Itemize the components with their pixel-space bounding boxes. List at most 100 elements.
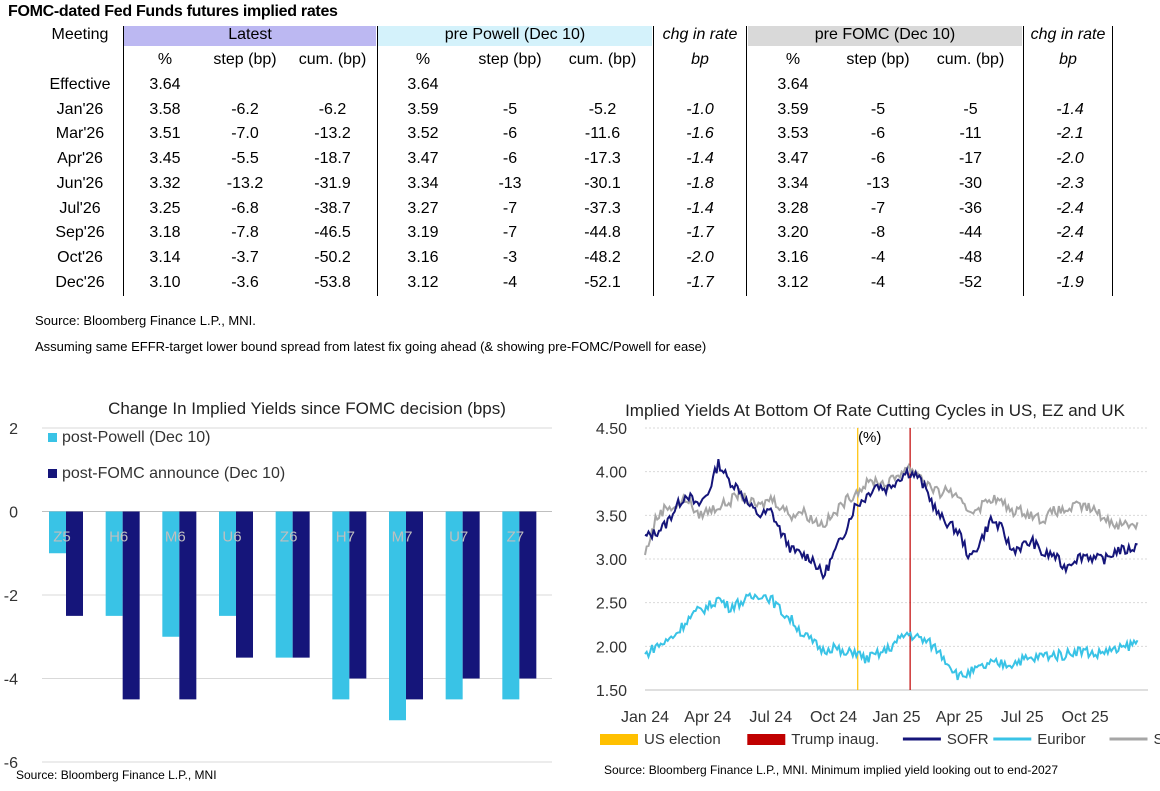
table-separator (1023, 26, 1024, 296)
bar-category-label: M7 (392, 529, 413, 546)
table-cell-f-cum: -30 (928, 175, 1013, 193)
group-pre-fomc: pre FOMC (Dec 10) (748, 26, 1022, 46)
table-separator (123, 26, 124, 296)
group-chg-fomc: chg in rate (1025, 26, 1111, 44)
table-cell-f-chg: -2.4 (1030, 200, 1110, 218)
table-cell-l-cum: -13.2 (290, 125, 375, 143)
table-cell-p-chg: -1.8 (660, 175, 740, 193)
table-cell-p-pct: 3.52 (398, 125, 448, 143)
table-cell-f-cum: -48 (928, 249, 1013, 267)
table-assumption-note: Assuming same EFFR-target lower bound sp… (35, 339, 706, 354)
table-source-note: Source: Bloomberg Finance L.P., MNI. (35, 313, 256, 328)
table-cell-f-pct: 3.12 (768, 274, 818, 292)
table-cell-p-step: -6 (470, 125, 550, 143)
table-cell-p-cum: -5.2 (560, 101, 645, 119)
sub-step-powell: step (bp) (470, 51, 550, 69)
line-x-tick-label: Jul 25 (1001, 709, 1044, 726)
table-cell-l-pct: 3.10 (140, 274, 190, 292)
table-cell-p-step: -13 (470, 175, 550, 193)
table-cell-f-cum: -5 (928, 101, 1013, 119)
table-cell-f-step: -5 (838, 101, 918, 119)
line-chart-title: Implied Yields At Bottom Of Rate Cutting… (625, 401, 1125, 420)
line-legend-label: SOFR (947, 731, 989, 748)
table-cell-f-pct: 3.53 (768, 125, 818, 143)
table-cell-p-pct: 3.47 (398, 150, 448, 168)
table-cell-p-cum: -37.3 (560, 200, 645, 218)
table-cell-f-step: -4 (838, 274, 918, 292)
line-x-tick-label: Oct 24 (810, 709, 857, 726)
table-cell-p-pct: 3.34 (398, 175, 448, 193)
bar-post-powell (106, 512, 123, 616)
table-cell-f-chg: -2.1 (1030, 125, 1110, 143)
bar-chart-title: Change In Implied Yields since FOMC deci… (108, 399, 506, 418)
bar-y-tick-label: -2 (4, 588, 18, 605)
bar-category-label: U7 (449, 529, 468, 546)
table-cell-l-pct: 3.64 (140, 76, 190, 94)
line-legend-label: US election (644, 731, 721, 748)
table-separator (377, 26, 378, 296)
table-cell-p-step: -7 (470, 200, 550, 218)
bar-category-label: Z7 (507, 529, 525, 546)
table-cell-l-step: -7.8 (205, 224, 285, 242)
group-latest: Latest (124, 26, 376, 46)
sub-cum-latest: cum. (bp) (290, 51, 375, 69)
bar-category-label: Z6 (280, 529, 298, 546)
table-cell-f-cum: -52 (928, 274, 1013, 292)
line-chart: Implied Yields At Bottom Of Rate Cutting… (590, 390, 1160, 786)
table-cell-l-cum: -53.8 (290, 274, 375, 292)
table-cell-p-cum: -17.3 (560, 150, 645, 168)
table-cell-l-step: -3.6 (205, 274, 285, 292)
line-legend-label: Trump inaug. (791, 731, 879, 748)
table-cell-m: Mar'26 (40, 125, 120, 143)
table-cell-p-step: -7 (470, 224, 550, 242)
table-cell-p-pct: 3.59 (398, 101, 448, 119)
table-cell-f-chg: -2.0 (1030, 150, 1110, 168)
fomc-rates-table: FOMC-dated Fed Funds futures implied rat… (0, 0, 1160, 300)
sub-pct-latest: % (140, 51, 190, 69)
sub-bp-fomc: bp (1048, 51, 1088, 69)
table-cell-l-pct: 3.18 (140, 224, 190, 242)
table-cell-p-chg: -1.4 (660, 200, 740, 218)
table-cell-l-cum: -6.2 (290, 101, 375, 119)
table-cell-f-pct: 3.28 (768, 200, 818, 218)
table-cell-p-pct: 3.19 (398, 224, 448, 242)
table-cell-p-chg: -1.4 (660, 150, 740, 168)
table-cell-p-step: -6 (470, 150, 550, 168)
table-cell-m: Effective (40, 76, 120, 94)
table-cell-p-pct: 3.27 (398, 200, 448, 218)
table-cell-f-cum: -36 (928, 200, 1013, 218)
line-unit-label: (%) (858, 429, 881, 446)
sub-pct-powell: % (398, 51, 448, 69)
series-line-euribor (645, 594, 1138, 680)
line-x-tick-label: Apr 25 (936, 709, 983, 726)
table-cell-f-pct: 3.16 (768, 249, 818, 267)
sub-cum-fomc: cum. (bp) (928, 51, 1013, 69)
table-cell-f-pct: 3.59 (768, 101, 818, 119)
bar-legend-label: post-FOMC announce (Dec 10) (62, 465, 285, 482)
table-cell-p-pct: 3.16 (398, 249, 448, 267)
table-cell-l-pct: 3.45 (140, 150, 190, 168)
table-cell-p-chg: -2.0 (660, 249, 740, 267)
table-cell-l-cum: -50.2 (290, 249, 375, 267)
table-cell-f-cum: -11 (928, 125, 1013, 143)
table-cell-p-cum: -11.6 (560, 125, 645, 143)
table-cell-f-step: -6 (838, 150, 918, 168)
table-cell-l-step: -6.8 (205, 200, 285, 218)
table-cell-m: Jan'26 (40, 101, 120, 119)
line-x-tick-label: Jan 24 (621, 709, 669, 726)
line-legend-swatch (747, 734, 785, 745)
group-latest-label: Latest (228, 26, 272, 43)
table-cell-m: Jul'26 (40, 200, 120, 218)
group-pre-powell: pre Powell (Dec 10) (378, 26, 652, 46)
sub-step-latest: step (bp) (205, 51, 285, 69)
table-cell-l-cum: -31.9 (290, 175, 375, 193)
line-x-tick-label: Jul 24 (749, 709, 792, 726)
table-cell-l-step: -5.5 (205, 150, 285, 168)
table-cell-f-step: -7 (838, 200, 918, 218)
bar-chart-panel: Change In Implied Yields since FOMC deci… (0, 390, 560, 786)
line-x-tick-label: Apr 24 (684, 709, 731, 726)
table-cell-p-pct: 3.12 (398, 274, 448, 292)
table-cell-p-cum: -30.1 (560, 175, 645, 193)
table-separator (653, 26, 654, 296)
bar-legend-swatch (48, 469, 57, 478)
